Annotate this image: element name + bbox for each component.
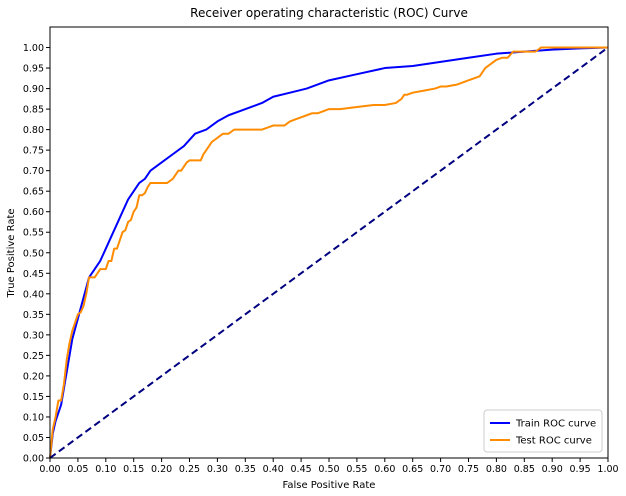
y-tick-label: 0.50 (23, 248, 44, 259)
x-tick-label: 0.05 (67, 464, 88, 475)
legend: Train ROC curve Test ROC curve (483, 409, 603, 453)
x-tick-label: 0.15 (123, 464, 144, 475)
x-tick-label: 0.55 (346, 464, 367, 475)
y-tick-label: 0.05 (23, 433, 44, 444)
series-line-0 (49, 46, 609, 459)
y-tick-label: 0.30 (23, 330, 44, 341)
x-tick-label: 1.00 (597, 464, 618, 475)
x-tick-label: 0.75 (458, 464, 479, 475)
y-axis-label: True Positive Rate (6, 208, 17, 298)
x-tick-label: 0.80 (486, 464, 507, 475)
y-tick-label: 0.40 (23, 289, 44, 300)
x-tick-label: 0.70 (430, 464, 451, 475)
y-tick-label: 0.35 (23, 310, 44, 321)
y-tick-label: 0.60 (23, 207, 44, 218)
y-tick-label: 0.85 (23, 105, 44, 116)
x-tick-label: 0.25 (179, 464, 200, 475)
x-tick-label: 0.95 (570, 464, 591, 475)
chart-title: Receiver operating characteristic (ROC) … (190, 6, 468, 20)
y-tick-label: 0.00 (23, 454, 44, 465)
x-tick-label: 0.50 (318, 464, 339, 475)
x-axis-label: False Positive Rate (283, 480, 376, 491)
x-tick-label: 0.45 (291, 464, 312, 475)
x-tick-label: 0.35 (235, 464, 256, 475)
y-tick-label: 0.45 (23, 269, 44, 280)
y-tick-label: 0.20 (23, 371, 44, 382)
x-tick-label: 0.00 (39, 464, 60, 475)
y-tick-label: 0.25 (23, 351, 44, 362)
y-tick-label: 0.55 (23, 228, 44, 239)
y-tick-label: 0.75 (23, 146, 44, 157)
y-tick-label: 0.95 (23, 64, 44, 75)
x-tick-label: 0.40 (263, 464, 284, 475)
y-tick-label: 0.70 (23, 166, 44, 177)
x-tick-label: 0.30 (207, 464, 228, 475)
plot-area: 0.00 0.05 0.10 0.15 0.20 0.25 0.30 0.35 0.40 0.45… (23, 26, 619, 475)
y-tick-label: 0.90 (23, 84, 44, 95)
y-tick-label: 0.80 (23, 125, 44, 136)
chance-diagonal-line (49, 46, 609, 459)
x-tick-label: 0.65 (402, 464, 423, 475)
legend-label: Test ROC curve (515, 436, 592, 447)
y-tick-label: 0.65 (23, 187, 44, 198)
legend-box (483, 409, 603, 453)
y-tick-label: 0.15 (23, 392, 44, 403)
x-tick-label: 0.60 (374, 464, 395, 475)
x-tick-label: 0.85 (514, 464, 535, 475)
legend-label: Train ROC curve (515, 419, 596, 430)
x-tick-label: 0.90 (542, 464, 563, 475)
x-tick-label: 0.20 (151, 464, 172, 475)
x-tick-label: 0.10 (95, 464, 116, 475)
y-tick-label: 1.00 (23, 43, 44, 54)
y-tick-label: 0.10 (23, 412, 44, 423)
series-line-1 (49, 46, 608, 459)
